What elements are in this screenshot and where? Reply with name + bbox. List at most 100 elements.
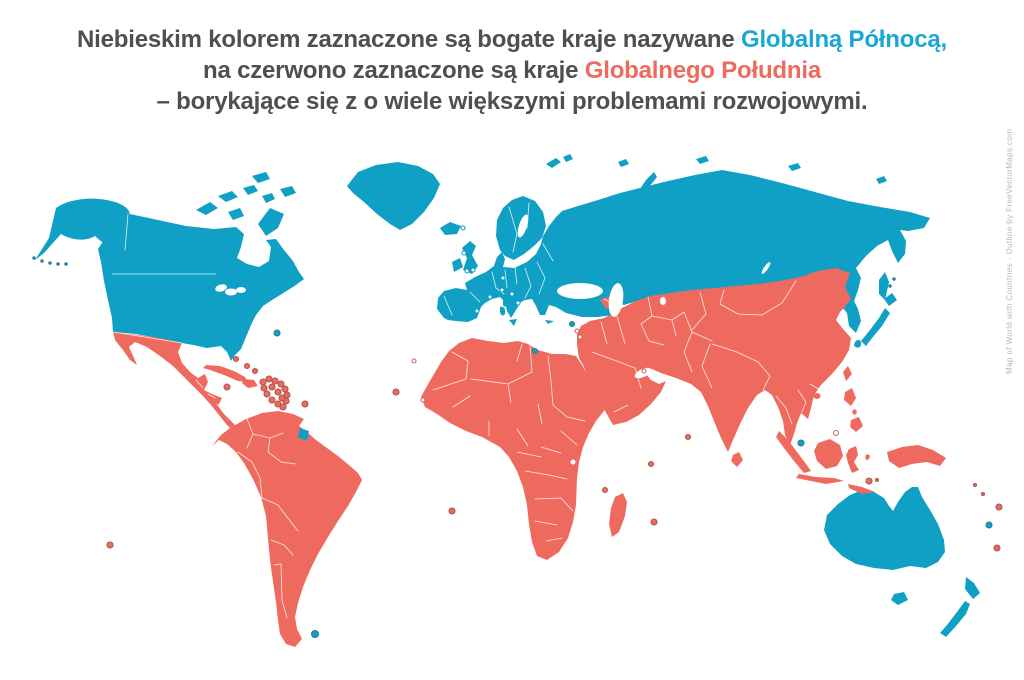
region-north-america (98, 214, 304, 361)
territory-dot-canary-islands (411, 358, 417, 364)
region-sulawesi (846, 446, 859, 473)
title-line-2: na czerwono zaznaczone są kraje Globalne… (0, 55, 1024, 86)
region-corsica-sardinia (500, 299, 508, 316)
territory-dot-balearics (474, 308, 480, 314)
region-new-zealand (940, 577, 980, 637)
region-hainan (813, 393, 821, 399)
region-canadian-arctic (196, 172, 296, 236)
territory-dot-vanuatu (995, 503, 1003, 511)
territory-dot-solomon-islands (865, 477, 873, 485)
territory-dot-solomon-islands (874, 477, 880, 483)
territory-dot-brunei (832, 429, 840, 437)
region-cuba (203, 365, 248, 382)
region-iceland (440, 222, 461, 235)
territory-dot-aleutians (64, 262, 68, 266)
territory-dot-cape-verde (392, 388, 400, 396)
caspian-sea (608, 283, 624, 317)
territory-dot-polynesia (106, 541, 114, 549)
territory-dot-microstate (470, 267, 476, 273)
territory-dot-san-marino (509, 291, 515, 297)
territory-dot-faroe (460, 225, 466, 231)
region-south-america (212, 411, 362, 647)
territory-dot-bahamas (243, 362, 251, 370)
map-source-watermark: Map of World with Countries - Outline by… (1005, 128, 1014, 374)
territory-dot-luxembourg (500, 275, 506, 281)
territory-dot-seychelles (647, 460, 655, 468)
region-taiwan (843, 366, 852, 381)
territory-dot-antilles (268, 383, 276, 391)
region-japan (854, 293, 897, 348)
territory-dot-antilles (260, 384, 268, 392)
title-line-3: – borykające się z o wiele większymi pro… (156, 88, 868, 115)
territory-dot-channel-islands (464, 268, 470, 274)
territory-dot-malta (531, 347, 539, 355)
lake-victoria (570, 459, 576, 465)
region-sakhalin (879, 272, 889, 300)
territory-dot-antilles (268, 396, 276, 404)
territory-dot-bahamas (232, 355, 240, 363)
territory-dot-jamaica (223, 383, 231, 391)
territory-dot-falkland-islands (310, 629, 320, 639)
title-line-2-text: na czerwono zaznaczone są kraje (203, 57, 585, 84)
black-sea (557, 283, 603, 299)
territory-dot-new-caledonia (985, 521, 993, 529)
territory-dot-gambia (420, 397, 426, 403)
region-borneo (814, 439, 843, 469)
territory-dot-aleutians (32, 256, 36, 260)
territory-dot-antilles (274, 388, 282, 396)
region-ireland (452, 258, 463, 272)
territory-dot-micronesia (980, 491, 986, 497)
great-lake (225, 288, 237, 296)
territory-dot-mauritius (650, 518, 658, 526)
region-madagascar (609, 493, 627, 537)
territory-dot-comoros (601, 486, 609, 494)
great-lake (215, 284, 227, 292)
territory-dot-levant-state (577, 334, 583, 340)
territory-dot-antilles (278, 394, 286, 402)
territory-dot-antilles (263, 390, 271, 398)
territory-dot-liechtenstein (499, 287, 505, 293)
aral-sea (660, 297, 666, 305)
region-new-guinea (887, 445, 946, 468)
region-hispaniola (242, 379, 258, 388)
region-mexico-central-america (113, 332, 241, 433)
small-territory-dots (32, 225, 1003, 639)
country-borders (111, 202, 821, 619)
region-sri-lanka (731, 452, 743, 467)
lake-baikal (761, 262, 771, 274)
territory-dot-antilles (281, 385, 289, 393)
title-line-1-text: Niebieskim kolorem zaznaczone są bogate … (77, 26, 741, 53)
region-philippines (844, 388, 863, 432)
inland-seas (215, 214, 771, 465)
title-line-1: Niebieskim kolorem zaznaczone są bogate … (0, 24, 1024, 55)
territory-dot-cyprus (568, 320, 576, 328)
region-africa (421, 338, 608, 560)
infographic-title: Niebieskim kolorem zaznaczone są bogate … (0, 24, 1024, 117)
territory-dot-antilles (259, 378, 267, 386)
territory-dot-isle-of-man (461, 250, 467, 256)
region-sumatra (776, 431, 811, 473)
territory-dot-kurils (888, 284, 892, 288)
region-australia (824, 487, 945, 570)
region-asia-global-south (577, 268, 851, 452)
territory-dot-microstate (515, 300, 521, 306)
territory-dot-trinidad (301, 400, 309, 408)
region-tasmania (891, 592, 908, 605)
territory-dot-aleutians (48, 261, 52, 265)
region-united-kingdom (462, 241, 478, 274)
title-global-north-highlight: Globalną Północą, (740, 26, 947, 53)
title-global-south-highlight: Globalnego Południa (584, 57, 821, 84)
hudson-bay (243, 235, 263, 259)
territory-dot-andorra (487, 294, 493, 300)
region-greenland (347, 162, 440, 230)
territory-dot-bahrain (641, 368, 647, 374)
territory-dot-fiji (993, 544, 1001, 552)
territory-dot-bermuda (273, 329, 281, 337)
territory-dot-antilles (265, 375, 273, 383)
territory-dot-antilles (277, 380, 285, 388)
territory-dot-micronesia (972, 482, 978, 488)
territory-dot-antilles (271, 377, 279, 385)
region-java (796, 474, 844, 484)
